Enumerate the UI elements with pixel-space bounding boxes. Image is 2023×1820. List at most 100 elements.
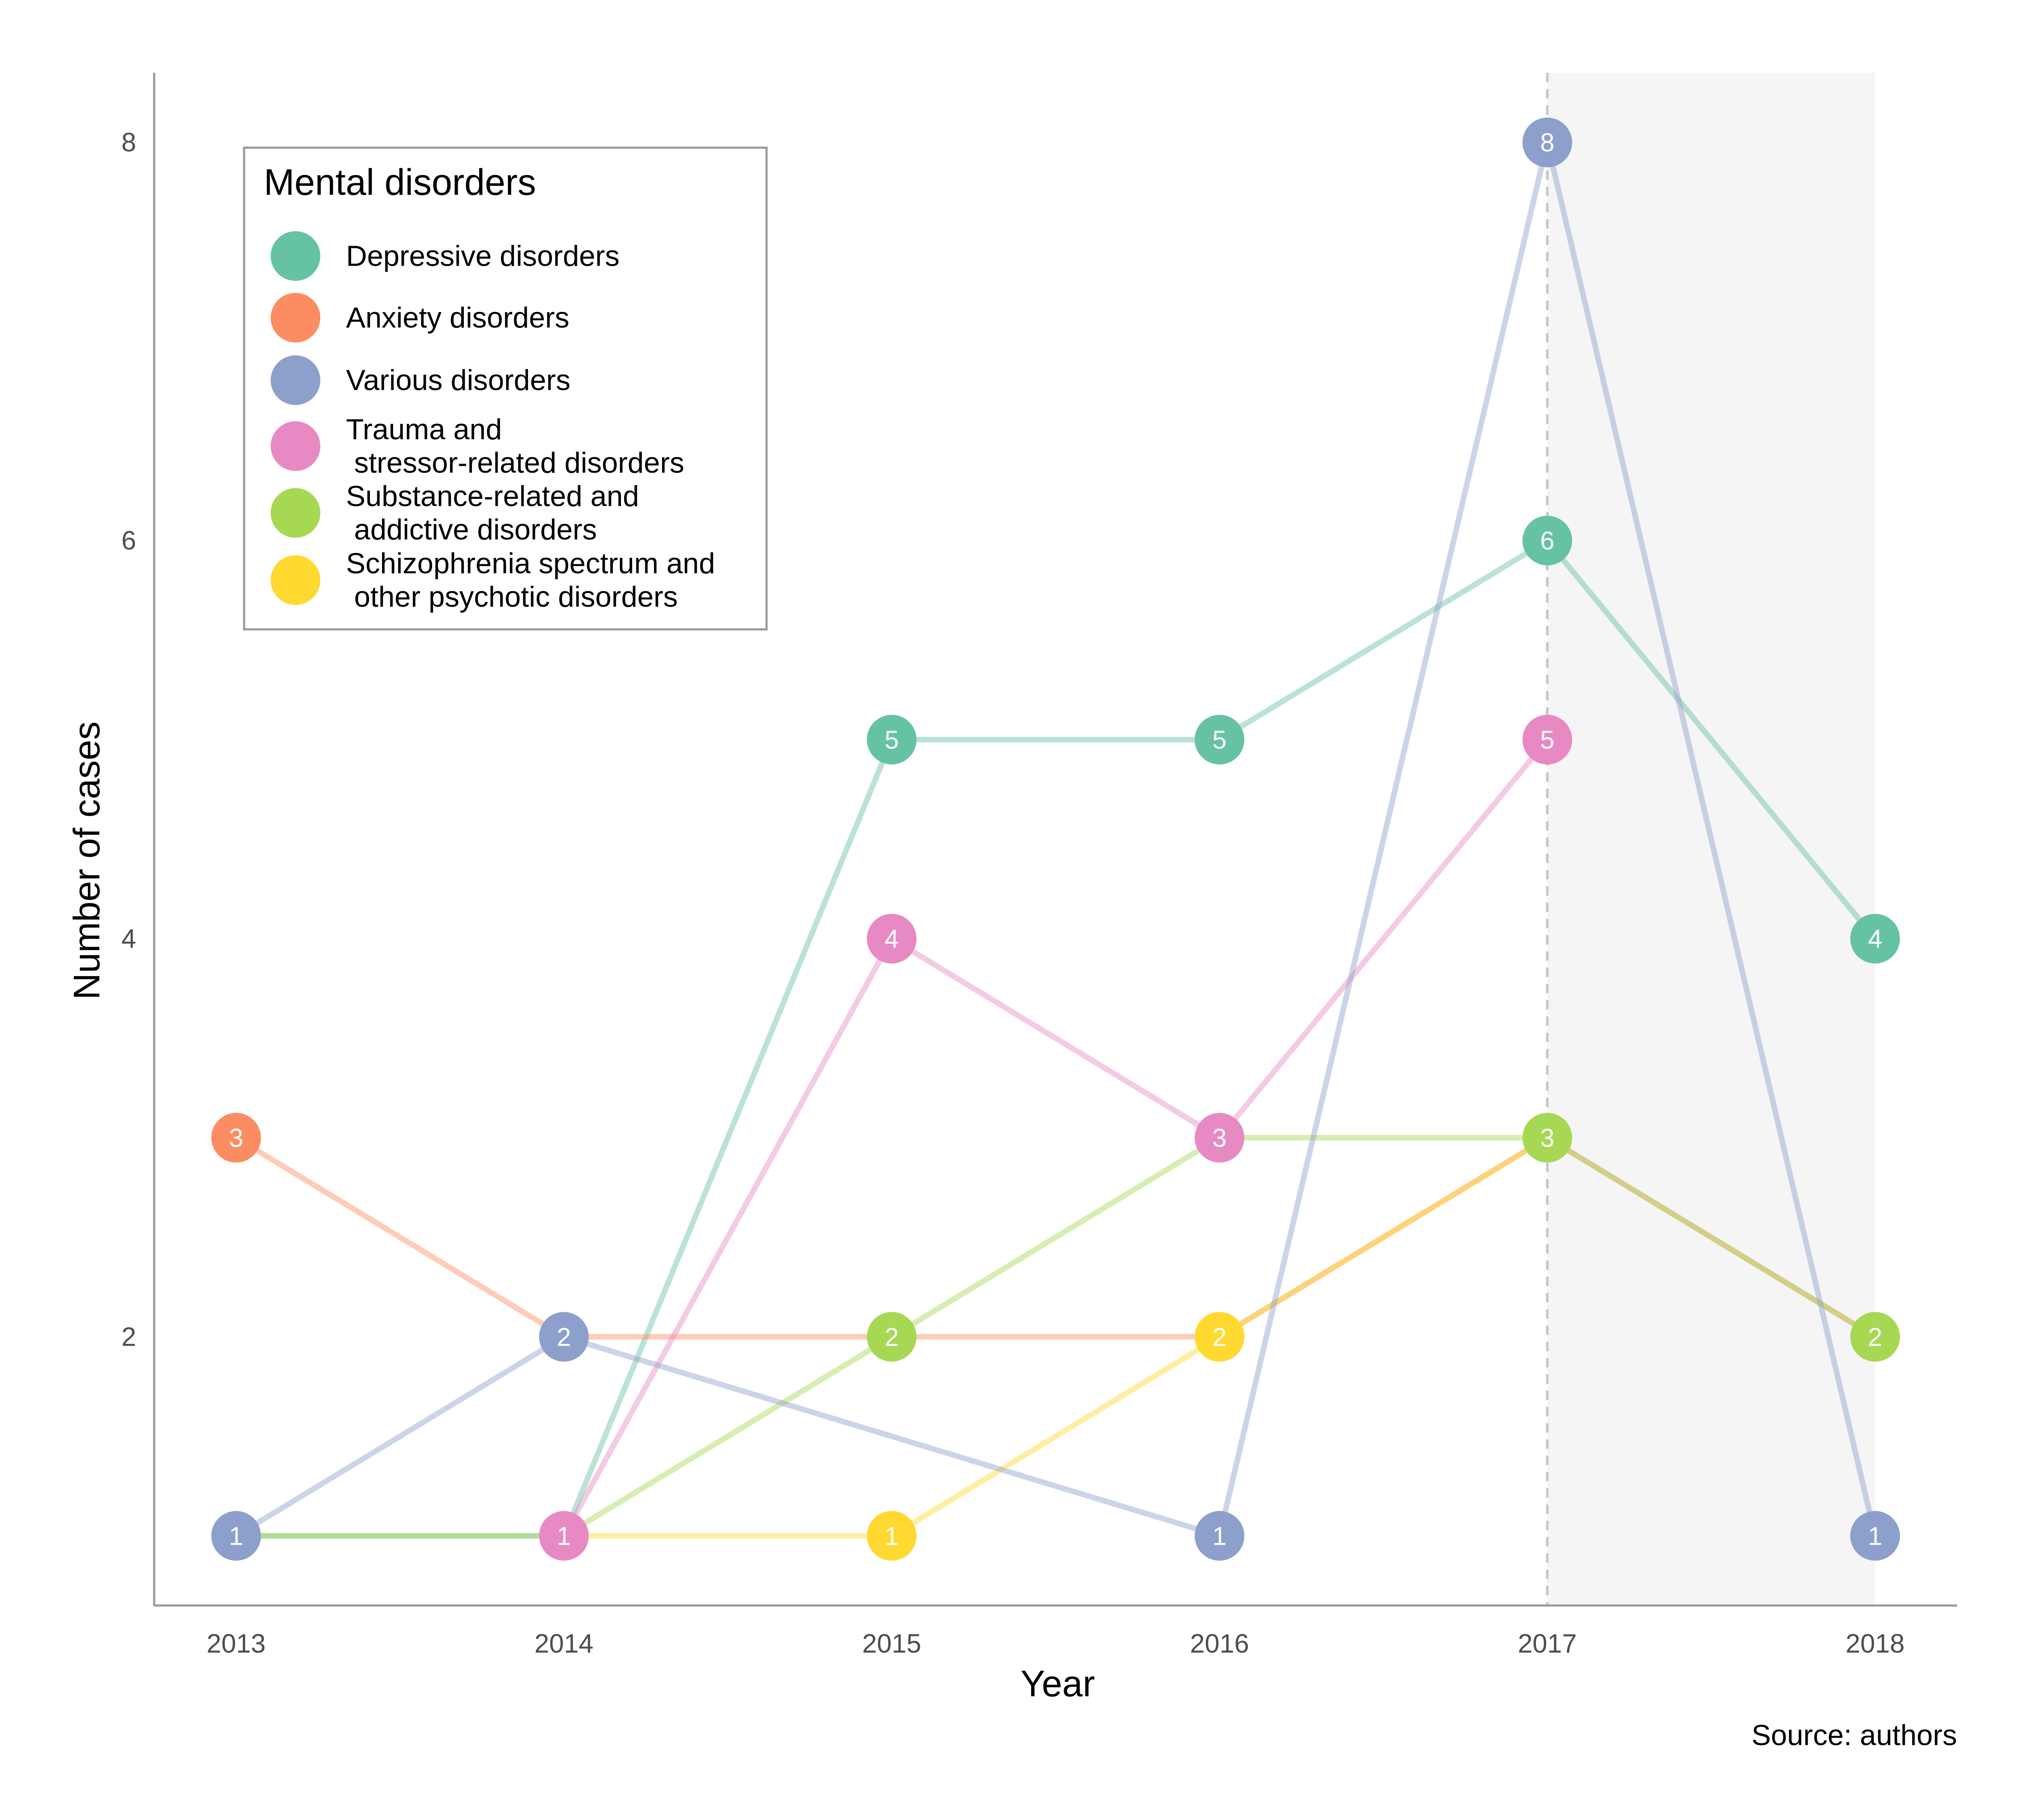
highlight-region xyxy=(1547,73,1875,1606)
data-point: 2 xyxy=(1850,1312,1900,1362)
source-caption: Source: authors xyxy=(1751,1719,1957,1751)
series-line-trauma-and-stressor-related-disorders xyxy=(561,738,1550,1537)
data-point: 1 xyxy=(1850,1511,1900,1561)
data-point-label: 5 xyxy=(1212,726,1226,754)
legend-key xyxy=(271,231,320,281)
data-point: 3 xyxy=(1522,1113,1572,1163)
legend-key xyxy=(271,555,320,605)
data-point: 5 xyxy=(1522,715,1572,765)
data-point: 5 xyxy=(867,715,917,765)
axes: 2 4 6 8 2013 2014 2015 2016 2017 2018 xyxy=(122,73,1957,1659)
data-point-marker xyxy=(211,1511,261,1561)
legend-item: Trauma and stressor-related disorders xyxy=(271,413,684,479)
legend-label: Depressive disorders xyxy=(346,240,620,272)
data-point: 1 xyxy=(211,1511,261,1561)
data-point-marker xyxy=(1522,715,1572,765)
data-point-marker xyxy=(211,1113,261,1163)
data-point: 6 xyxy=(1522,515,1572,566)
data-point-marker xyxy=(539,1511,589,1561)
data-point-marker xyxy=(1194,1113,1244,1163)
legend-title: Mental disorders xyxy=(264,162,536,203)
data-point-marker xyxy=(1850,914,1900,964)
plot-background xyxy=(1546,73,1875,1606)
legend-key xyxy=(271,488,320,538)
series-line-substance-related-and-addictive-disorders xyxy=(236,1135,1877,1539)
y-tick-label: 8 xyxy=(122,128,136,158)
series-line-schizophrenia-spectrum-and-other-psychotic-disorders xyxy=(564,1135,1549,1539)
legend-item: Substance-related and addictive disorder… xyxy=(271,480,639,546)
data-point-label: 3 xyxy=(1540,1123,1554,1152)
data-point: 1 xyxy=(1194,1511,1244,1561)
series-points: 5 5 6 4 3 1 4 3 5 2 3 2 1 2 1 2 1 8 1 xyxy=(211,117,1900,1561)
y-tick-label: 4 xyxy=(122,924,136,953)
data-point-label: 5 xyxy=(1540,726,1554,754)
data-point-label: 3 xyxy=(229,1123,243,1152)
data-point: 4 xyxy=(1850,914,1900,964)
data-point-label: 1 xyxy=(1868,1522,1882,1550)
data-point: 1 xyxy=(867,1511,917,1561)
y-axis-title: Number of cases xyxy=(66,721,107,1000)
data-point: 3 xyxy=(211,1113,261,1163)
y-tick-label: 6 xyxy=(122,526,136,556)
data-point-label: 1 xyxy=(885,1522,899,1550)
data-point-marker xyxy=(1522,117,1572,167)
x-tick-label: 2017 xyxy=(1518,1629,1577,1659)
series-line-depressive-disorders xyxy=(236,538,1877,1539)
data-point: 5 xyxy=(1194,715,1244,765)
data-point-marker xyxy=(867,715,917,765)
data-point-label: 2 xyxy=(885,1323,899,1351)
data-point: 8 xyxy=(1522,117,1572,167)
x-tick-label: 2018 xyxy=(1846,1629,1905,1659)
data-point-label: 1 xyxy=(1212,1522,1226,1550)
data-point-label: 1 xyxy=(557,1522,571,1550)
data-point-marker xyxy=(1194,1312,1244,1362)
legend-label: Various disorders xyxy=(346,364,570,396)
series-lines xyxy=(235,140,1878,1539)
legend-label: addictive disorders xyxy=(346,513,597,546)
series-line-anxiety-disorders xyxy=(235,1135,1877,1340)
legend-box xyxy=(243,146,768,631)
x-tick-label: 2015 xyxy=(862,1629,921,1659)
legend-item: Depressive disorders xyxy=(271,231,620,281)
x-axis-title: Year xyxy=(1020,1663,1095,1704)
data-point-label: 8 xyxy=(1540,128,1554,157)
data-point-label: 2 xyxy=(1212,1323,1226,1351)
legend-label: stressor-related disorders xyxy=(346,447,684,479)
data-point-marker xyxy=(1522,515,1572,566)
legend-key xyxy=(271,421,320,471)
data-point-label: 6 xyxy=(1540,527,1554,555)
data-point: 1 xyxy=(539,1511,589,1561)
legend-label: Substance-related and xyxy=(346,480,639,512)
data-point-marker xyxy=(1194,715,1244,765)
legend-item: Various disorders xyxy=(271,355,570,405)
legend-label: other psychotic disorders xyxy=(346,581,678,613)
data-point-marker xyxy=(867,914,917,964)
legend-key xyxy=(271,293,320,343)
legend: Mental disorders Depressive disorders Anxi… xyxy=(243,146,768,631)
data-point: 2 xyxy=(1194,1312,1244,1362)
data-point: 2 xyxy=(867,1312,917,1362)
data-point-label: 1 xyxy=(229,1522,243,1550)
data-point-marker xyxy=(1194,1511,1244,1561)
data-point-label: 4 xyxy=(885,924,899,953)
x-tick-label: 2016 xyxy=(1190,1629,1249,1659)
data-point-label: 2 xyxy=(1868,1323,1882,1351)
y-tick-label: 2 xyxy=(122,1322,136,1352)
x-tick-label: 2013 xyxy=(206,1629,266,1659)
data-point-marker xyxy=(539,1312,589,1362)
data-point-label: 3 xyxy=(1212,1123,1226,1152)
data-point-marker xyxy=(867,1511,917,1561)
data-point-label: 5 xyxy=(885,726,899,754)
data-point-marker xyxy=(867,1312,917,1362)
legend-label: Anxiety disorders xyxy=(346,301,570,334)
data-point: 2 xyxy=(539,1312,589,1362)
data-point-marker xyxy=(1522,1113,1572,1163)
data-point-label: 4 xyxy=(1868,924,1882,953)
data-point-label: 2 xyxy=(557,1323,571,1351)
legend-item: Anxiety disorders xyxy=(271,293,570,343)
legend-label: Schizophrenia spectrum and xyxy=(346,547,715,580)
data-point-marker xyxy=(1850,1312,1900,1362)
x-tick-label: 2014 xyxy=(534,1629,594,1659)
data-point-marker xyxy=(1850,1511,1900,1561)
